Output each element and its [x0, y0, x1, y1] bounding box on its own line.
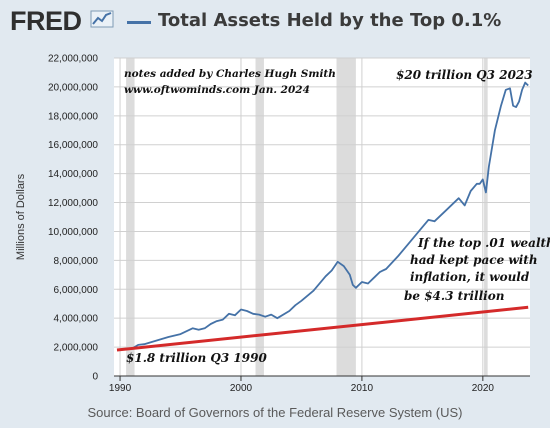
fred-chart-icon	[90, 10, 114, 28]
start-annotation: $1.8 trillion Q3 1990	[126, 351, 267, 365]
y-tick-label-7: 14,000,000	[48, 169, 98, 180]
recession-band-1	[255, 58, 264, 376]
y-axis-label: Millions of Dollars	[15, 173, 27, 260]
x-tick-label-0: 1990	[109, 383, 132, 394]
x-tick-label-1: 2000	[230, 383, 253, 394]
x-tick-label-2: 2010	[351, 383, 374, 394]
plot-area	[114, 58, 530, 376]
inflation-note-line-3: inflation, it would	[410, 270, 530, 284]
series-line-total-assets	[116, 81, 529, 351]
x-tick-label-3: 2020	[472, 383, 495, 394]
y-tick-label-6: 12,000,000	[48, 198, 98, 209]
credit-line-2: www.oftwominds.com Jan. 2024	[124, 84, 310, 96]
y-tick-label-9: 18,000,000	[48, 111, 98, 122]
recession-band-3	[484, 58, 488, 376]
recession-bands	[126, 58, 488, 376]
y-tick-label-2: 4,000,000	[54, 314, 99, 325]
y-tick-label-3: 6,000,000	[54, 285, 99, 296]
y-tick-label-11: 22,000,000	[48, 54, 98, 65]
y-tick-label-5: 10,000,000	[48, 227, 98, 238]
y-tick-label-4: 8,000,000	[54, 256, 99, 267]
recession-band-0	[126, 58, 135, 376]
series-group	[116, 81, 529, 352]
chart-header: FRED Total Assets Held by the Top 0.1%	[0, 0, 550, 44]
y-tick-label-8: 16,000,000	[48, 140, 98, 151]
peak-annotation: $20 trillion Q3 2023	[396, 68, 533, 82]
y-tick-label-10: 20,000,000	[48, 82, 98, 93]
source-note: Source: Board of Governors of the Federa…	[87, 405, 463, 420]
recession-band-2	[336, 58, 356, 376]
x-axis-ticks: 1990 2000 2010 2020	[109, 376, 494, 394]
series-legend-line	[127, 21, 151, 24]
inflation-note-line-1: If the top .01 wealth	[417, 236, 550, 250]
y-tick-label-1: 2,000,000	[54, 343, 99, 354]
y-axis-ticks: 0 2,000,000 4,000,000 6,000,000 8,000,000 10,…	[48, 54, 99, 383]
fred-logo: FRED	[10, 6, 82, 36]
grid-lines	[114, 57, 530, 377]
chart-title: Total Assets Held by the Top 0.1%	[158, 10, 502, 31]
y-tick-label-0: 0	[92, 372, 98, 383]
credit-line-1: notes added by Charles Hugh Smith	[124, 68, 336, 80]
inflation-note-line-2: had kept pace with	[410, 253, 538, 267]
inflation-note-line-4: be $4.3 trillion	[404, 289, 504, 303]
series-line-inflation	[116, 305, 529, 352]
